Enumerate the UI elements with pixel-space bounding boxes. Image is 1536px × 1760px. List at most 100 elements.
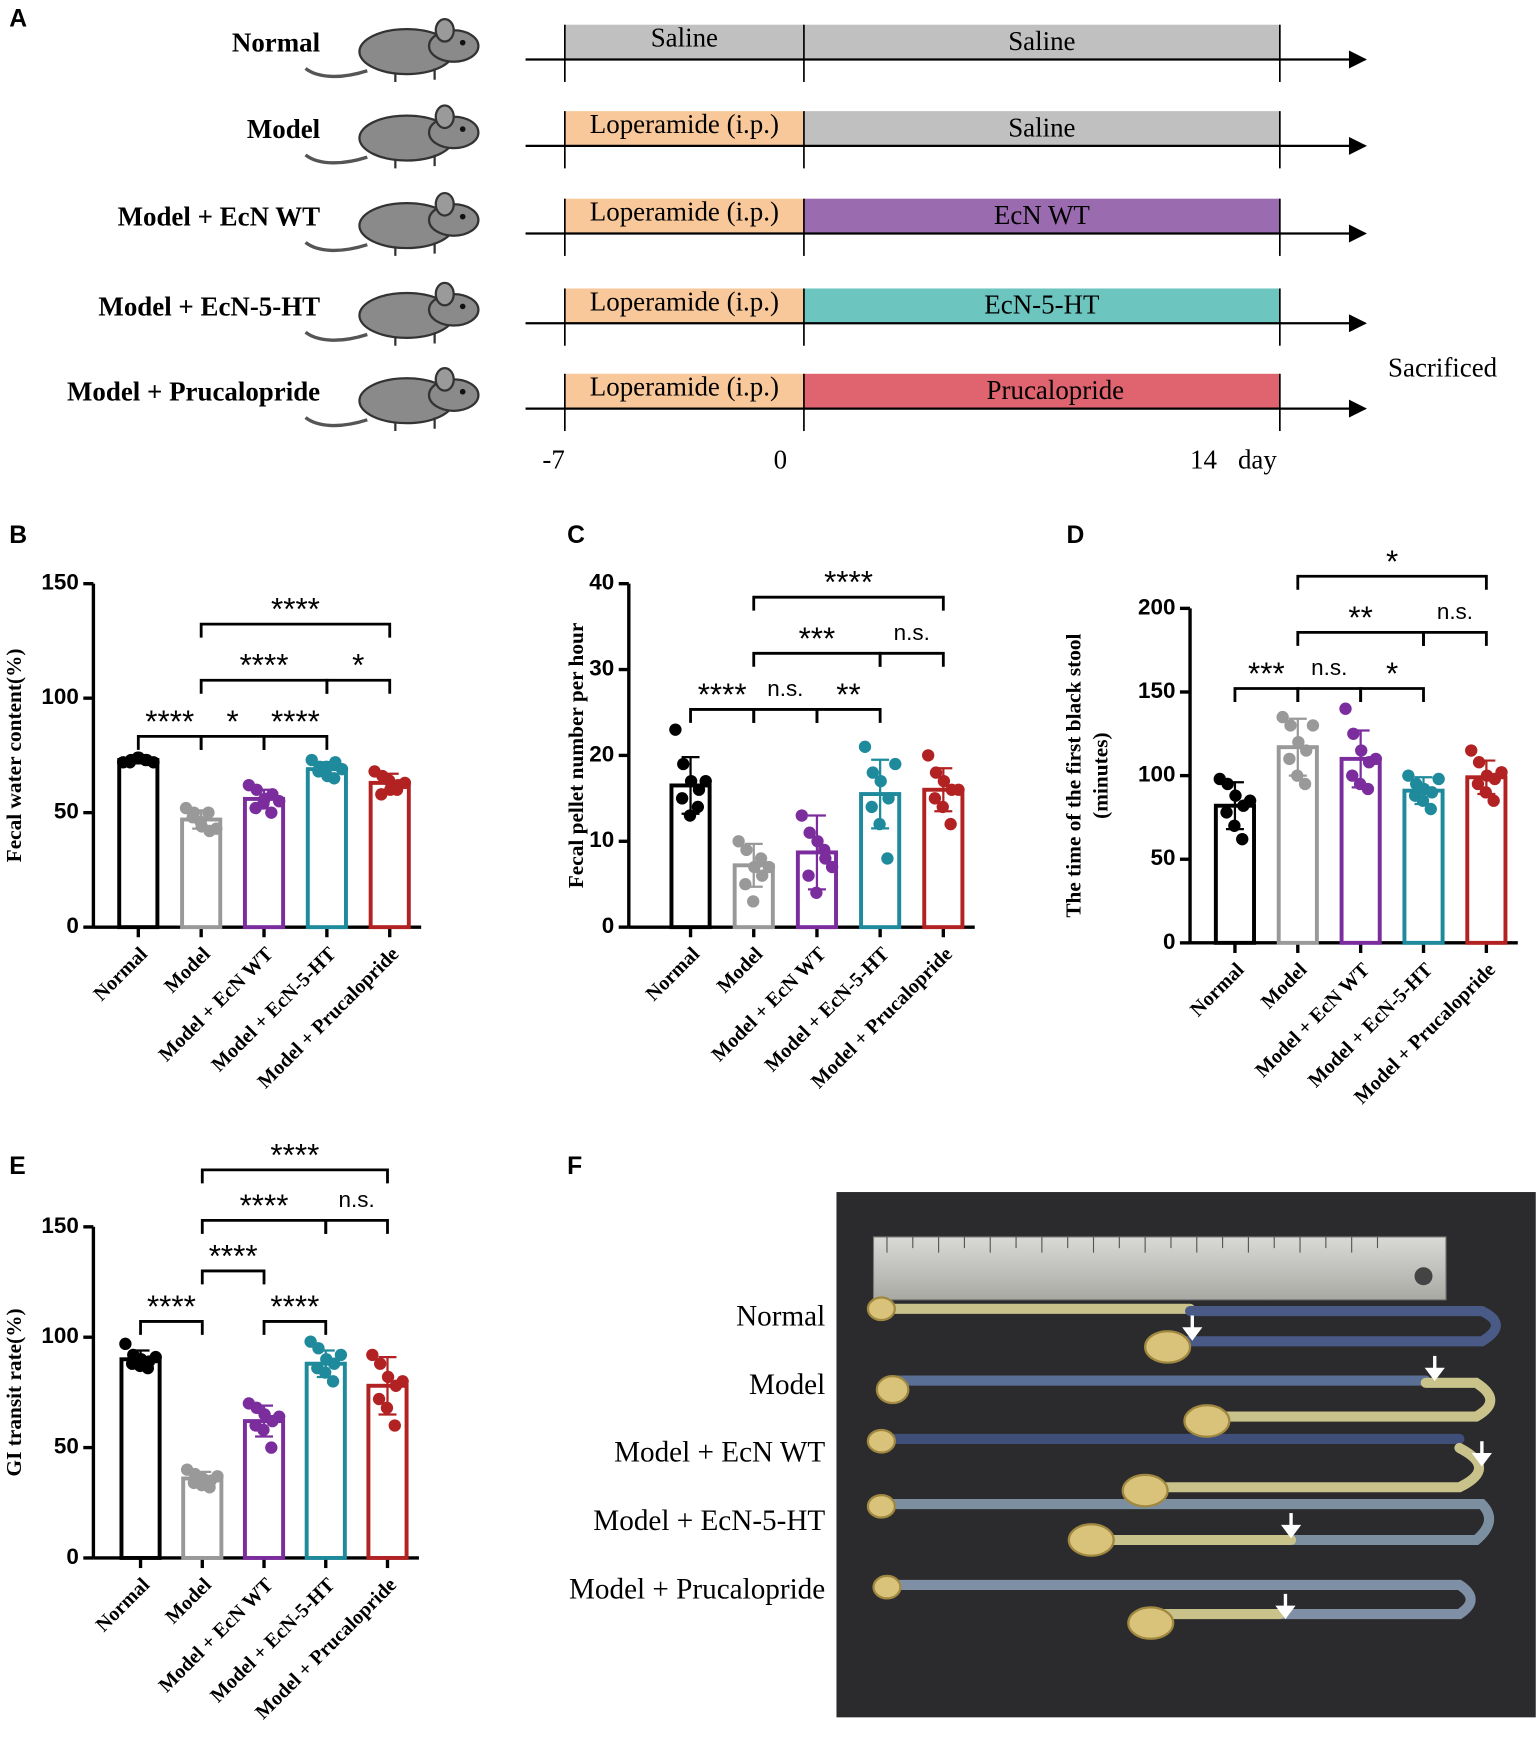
bar: [117, 758, 160, 930]
data-point: [874, 774, 887, 788]
photo-label: Model: [749, 1369, 825, 1401]
data-point: [1432, 772, 1445, 786]
group-name: Model + Prucalopride: [67, 377, 320, 407]
x-tick-label: Model: [160, 943, 215, 998]
x-tick-label: Model + EcN WT: [155, 1574, 278, 1697]
data-point: [881, 852, 894, 865]
data-point: [1424, 802, 1437, 816]
data-point: [1228, 819, 1241, 832]
y-tick-label: 100: [41, 1323, 78, 1348]
panel-label: F: [567, 1153, 582, 1180]
phase-bar: [564, 111, 804, 146]
data-point: [1495, 766, 1508, 779]
significance-bracket: [1422, 630, 1488, 646]
data-point: [326, 1375, 340, 1388]
data-point: [937, 774, 951, 788]
significance-label: **: [836, 677, 860, 712]
phase-bar: [803, 111, 1280, 146]
data-point: [319, 1366, 332, 1379]
data-point: [755, 869, 769, 882]
timeline-unit: day: [1238, 445, 1277, 475]
data-point: [334, 1348, 348, 1362]
significance-label: ***: [1248, 656, 1285, 691]
data-point: [889, 757, 902, 771]
data-point: [754, 852, 768, 865]
data-point: [250, 783, 263, 796]
significance-label: *: [1386, 544, 1398, 579]
end-label: Sacrificed: [1388, 353, 1498, 383]
mouse-icon: [303, 103, 481, 171]
data-point: [375, 788, 388, 801]
data-point: [380, 1401, 394, 1415]
y-tick-label: 30: [589, 655, 614, 680]
data-point: [952, 783, 965, 796]
data-point: [803, 826, 816, 839]
data-point: [1221, 777, 1234, 791]
bar: [368, 780, 411, 930]
data-point: [692, 783, 706, 796]
bar: [1402, 788, 1445, 945]
phase-label: EcN-5-HT: [984, 290, 1099, 320]
data-point: [675, 792, 689, 805]
panel-label: A: [9, 6, 27, 33]
phase-label: Loperamide (i.p.): [590, 372, 779, 402]
data-point: [811, 835, 824, 848]
phase-label: EcN WT: [994, 200, 1090, 230]
data-point: [383, 774, 396, 787]
data-point: [1283, 752, 1296, 766]
significance-label: ****: [270, 1289, 319, 1324]
x-tick-label: Model + EcN WT: [155, 943, 278, 1066]
data-point: [825, 860, 839, 874]
y-axis-label: (minutes): [1088, 732, 1112, 818]
phase-label: Loperamide (i.p.): [590, 286, 779, 316]
mouse-icon: [303, 17, 481, 84]
y-tick-label: 150: [41, 1213, 78, 1238]
group-name: Model + EcN WT: [118, 202, 321, 232]
x-tick-label: Normal: [92, 1574, 155, 1637]
panel-label: D: [1067, 522, 1085, 549]
data-point: [366, 1348, 379, 1362]
significance-label: ****: [240, 648, 289, 683]
significance-bracket: [815, 708, 882, 723]
photo-label: Model + EcN-5-HT: [593, 1505, 825, 1537]
data-point: [1369, 752, 1382, 766]
y-tick-label: 50: [54, 1434, 79, 1459]
significance-label: ****: [698, 677, 747, 712]
data-point: [119, 1337, 132, 1351]
data-point: [873, 817, 886, 831]
data-point: [328, 1357, 341, 1370]
group-name: Normal: [232, 28, 321, 58]
data-point: [677, 757, 690, 771]
x-tick-label: Normal: [1186, 959, 1249, 1022]
photo: [836, 1192, 1536, 1718]
timeline-tick-label: 14: [1190, 445, 1217, 475]
data-point: [1487, 794, 1500, 807]
significance-bracket: [752, 708, 819, 723]
data-point: [398, 776, 412, 790]
group-name: Model + EcN-5-HT: [98, 291, 320, 321]
significance-label: *: [352, 648, 364, 683]
significance-label: n.s.: [894, 620, 930, 645]
data-point: [388, 1419, 401, 1432]
data-point: [1479, 786, 1492, 799]
data-point: [1300, 744, 1313, 757]
significance-label: *: [1386, 656, 1398, 691]
data-point: [320, 760, 333, 774]
significance-bracket: [878, 651, 945, 667]
significance-label: n.s.: [767, 676, 803, 701]
data-point: [141, 1361, 155, 1375]
data-point: [273, 795, 286, 808]
data-point: [335, 762, 349, 776]
data-point: [396, 1375, 409, 1388]
significance-bracket: [1359, 687, 1425, 702]
data-point: [747, 895, 760, 908]
x-tick-label: Normal: [642, 943, 705, 1006]
data-point: [684, 774, 698, 788]
data-point: [328, 772, 341, 785]
bar: [242, 796, 286, 930]
significance-label: ****: [240, 1188, 289, 1223]
data-point: [1229, 789, 1242, 802]
y-axis-label: GI transit rate(%): [2, 1308, 26, 1476]
data-point: [149, 1350, 162, 1364]
